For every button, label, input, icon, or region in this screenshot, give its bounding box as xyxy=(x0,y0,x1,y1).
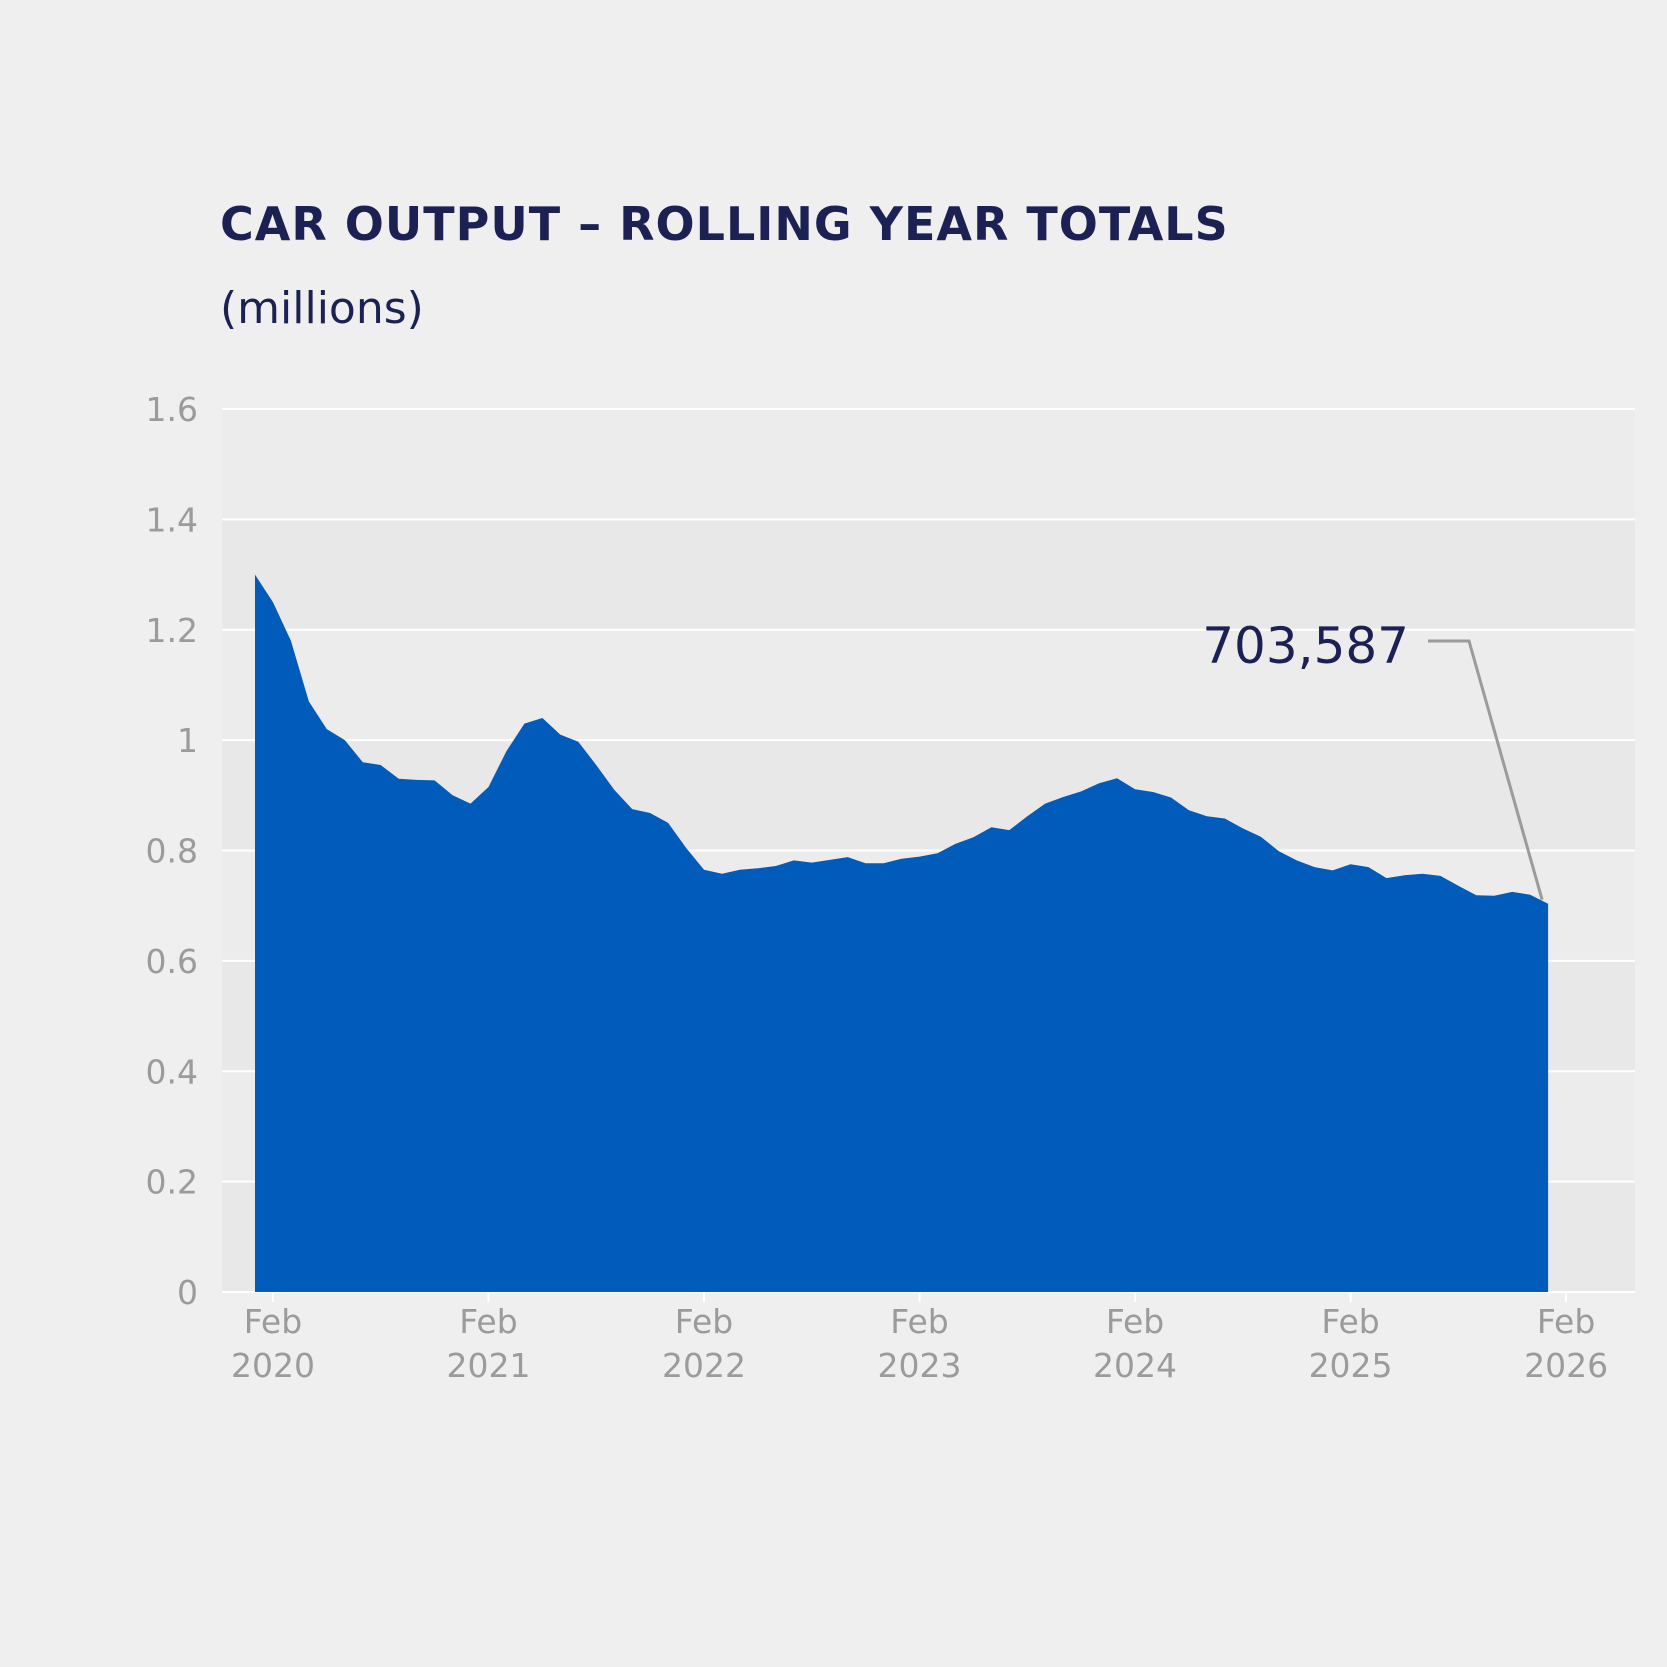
y-tick-label: 1 xyxy=(177,721,198,760)
x-tick-label-year: 2026 xyxy=(1524,1346,1608,1385)
chart-title: CAR OUTPUT – ROLLING YEAR TOTALS xyxy=(220,197,1229,251)
annotation-label: 703,587 xyxy=(1202,617,1409,675)
y-tick-label: 0.8 xyxy=(146,832,198,871)
x-tick-label-month: Feb xyxy=(1106,1302,1164,1341)
x-tick-label-month: Feb xyxy=(890,1302,948,1341)
grid-band xyxy=(222,409,1635,520)
x-tick-label-year: 2025 xyxy=(1309,1346,1393,1385)
y-tick-label: 1.2 xyxy=(146,611,198,650)
y-tick-label: 1.6 xyxy=(146,390,198,429)
x-tick-label-month: Feb xyxy=(1321,1302,1379,1341)
x-tick-label-year: 2020 xyxy=(231,1346,315,1385)
y-tick-label: 0.4 xyxy=(146,1052,198,1091)
x-axis-ticks: Feb 2020 Feb 2021 Feb 2022 Feb 2023 Feb 2024 Feb 20… xyxy=(231,1292,1608,1385)
x-tick-label-month: Feb xyxy=(244,1302,302,1341)
x-tick-label-year: 2022 xyxy=(662,1346,746,1385)
annotation-leader-line xyxy=(1428,639,1544,901)
grid-band xyxy=(222,629,1635,741)
y-axis-ticks: 0 0.2 0.4 0.6 0.8 1 1.2 1.4 1.6 xyxy=(146,390,198,1312)
y-tick-label: 0.6 xyxy=(146,942,198,981)
y-tick-label: 1.4 xyxy=(146,500,198,539)
grid-band xyxy=(222,519,1635,630)
x-tick-label-month: Feb xyxy=(1537,1302,1595,1341)
x-tick-label-year: 2024 xyxy=(1093,1346,1177,1385)
chart-subtitle: (millions) xyxy=(220,283,424,334)
x-tick-label-year: 2021 xyxy=(446,1346,530,1385)
x-tick-label-year: 2023 xyxy=(878,1346,962,1385)
x-tick-label-month: Feb xyxy=(675,1302,733,1341)
y-tick-label: 0.2 xyxy=(146,1163,198,1202)
x-tick-label-month: Feb xyxy=(459,1302,517,1341)
area-series xyxy=(255,574,1549,1292)
y-tick-label: 0 xyxy=(177,1273,198,1312)
